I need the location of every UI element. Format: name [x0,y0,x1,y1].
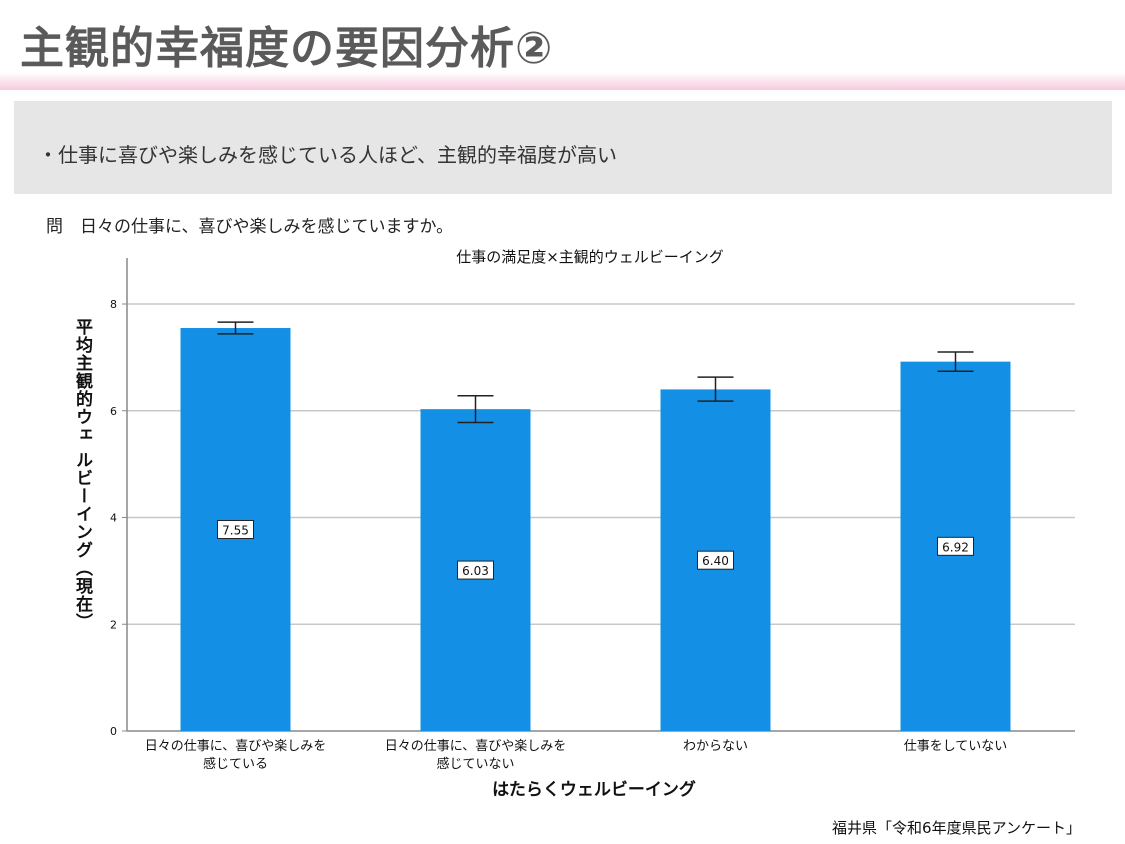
y-tick-label: 4 [110,512,117,525]
x-tick-label: 感じていない [436,756,514,772]
page-title: 主観的幸福度の要因分析② [20,23,554,74]
title-underline-band [0,72,1125,90]
chart-title: 仕事の満足度×主観的ウェルビーイング [456,248,724,266]
data-label-box [457,560,494,580]
data-label-box [697,550,734,570]
data-label: 6.40 [702,554,729,568]
source-note: 福井県「令和6年度県民アンケート」 [832,819,1081,837]
x-tick-label: 仕事をしていない [904,739,1008,754]
x-tick-label: 日々の仕事に、喜びや楽しみを [385,738,567,754]
summary-box: ・仕事に喜びや楽しみを感じている人ほど、主観的幸福度が高い [14,101,1112,194]
x-tick-label: 日々の仕事に、喜びや楽しみを [145,738,327,754]
data-label: 6.03 [462,564,489,578]
survey-question: 問 日々の仕事に、喜びや楽しみを感じていますか。 [46,217,454,237]
x-tick-label: わからない [683,739,748,754]
y-axis-label: 平均主観的ウェ ルビーイング（現在） [72,318,92,631]
x-tick-label: 感じている [203,756,268,772]
y-tick-label: 6 [110,405,117,418]
y-tick-label: 2 [110,618,117,631]
data-label: 7.55 [222,524,249,538]
data-label-box [937,536,974,556]
summary-text: ・仕事に喜びや楽しみを感じている人ほど、主観的幸福度が高い [38,143,617,167]
data-label: 6.92 [942,540,969,554]
x-axis-label: はたらくウェルビーイング [492,779,696,800]
y-tick-label: 8 [110,298,117,311]
y-tick-label: 0 [110,725,117,738]
data-label-box [217,520,254,540]
